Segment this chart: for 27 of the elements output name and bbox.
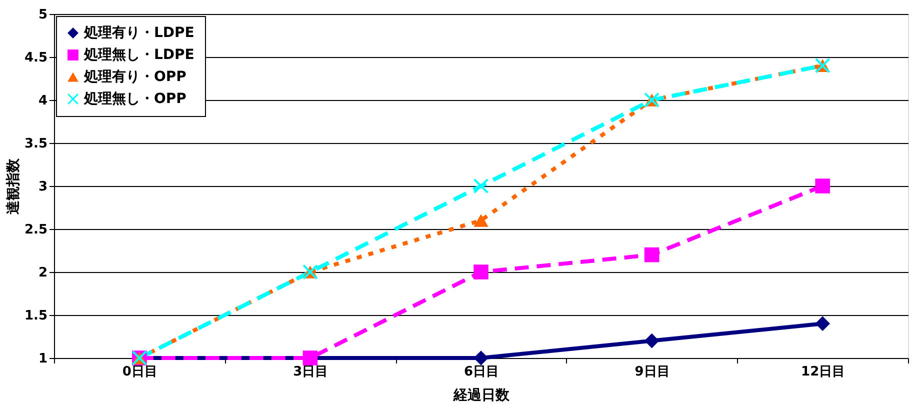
x-axis-title: 経過日数: [452, 388, 510, 404]
legend-label: 処理有り・LDPE: [83, 25, 194, 41]
y-axis-title: 達観指数: [5, 158, 22, 216]
y-tick-label: 3.5: [24, 136, 48, 152]
y-tick-label: 1.5: [24, 308, 48, 324]
y-tick-label: 5: [38, 8, 48, 22]
x-tick-label: 6日目: [464, 364, 500, 380]
y-tick-label: 3: [38, 180, 48, 194]
point: [474, 264, 488, 280]
legend-label: 処理無し・OPP: [83, 91, 186, 107]
point: [644, 333, 660, 348]
y-tick-label: 2.5: [24, 222, 48, 238]
point: [815, 178, 830, 194]
x-tick-label: 3日目: [293, 364, 328, 380]
legend-label: 処理有り・OPP: [83, 69, 186, 85]
point: [644, 247, 660, 262]
y-tick-label: 2: [38, 266, 48, 280]
x-tick-label: 0日目: [122, 364, 158, 380]
point: [474, 350, 488, 366]
point: [815, 316, 830, 332]
x-tick-label: 12日目: [801, 364, 846, 380]
point: [474, 214, 488, 227]
y-tick-label: 4: [38, 94, 48, 108]
legend-label: 処理無し・LDPE: [83, 47, 194, 63]
y-tick-label: 4.5: [24, 50, 48, 66]
y-tick-label: 1: [38, 352, 48, 366]
x-tick-label: 9日目: [634, 364, 670, 380]
